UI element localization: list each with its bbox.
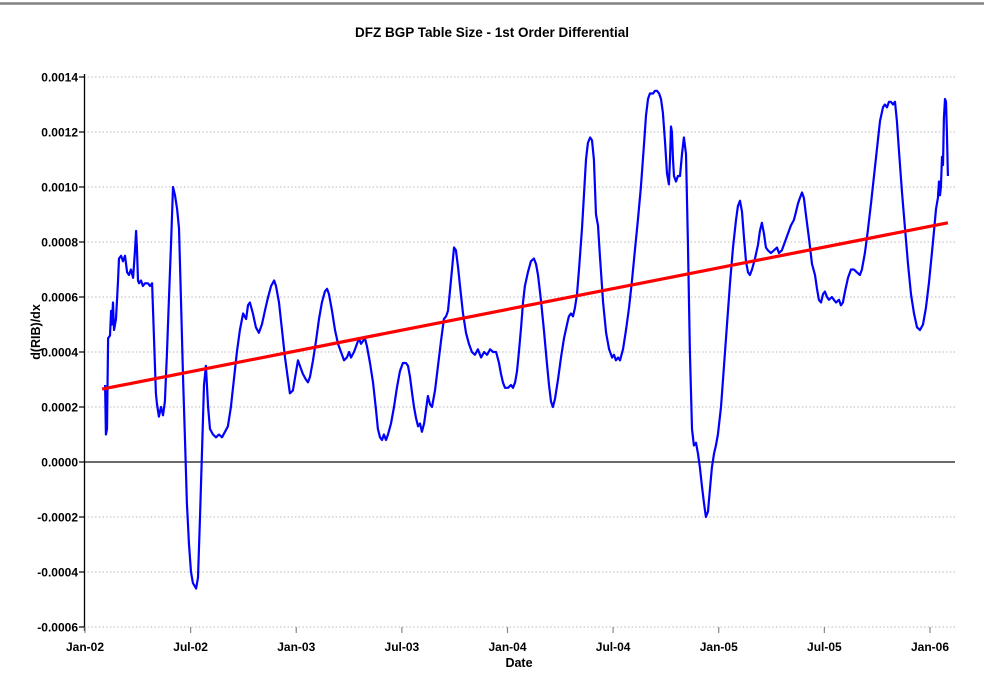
x-tick-label: Jan-03 [277, 640, 315, 654]
x-tick-label: Jul-02 [173, 640, 208, 654]
y-tick-label: 0.0002 [41, 401, 78, 415]
x-tick-label: Jan-05 [700, 640, 738, 654]
y-tick-label: 0.0014 [41, 71, 78, 85]
y-tick-label: -0.0006 [37, 621, 78, 635]
x-tick-label: Jan-06 [911, 640, 949, 654]
y-tick-label: 0.0006 [41, 291, 78, 305]
plot-area: 0.0014 0.0012 0.0010 0.0008 0.0006 0.0004 0.00… [37, 71, 955, 654]
x-tick-label: Jul-05 [807, 640, 842, 654]
y-tick-label: 0.0012 [41, 126, 78, 140]
x-tick-label: Jan-04 [488, 640, 526, 654]
y-tick-label: 0.0000 [41, 456, 78, 470]
x-tick-label: Jan-02 [66, 640, 104, 654]
y-axis-title: d(RIB)/dx [29, 304, 43, 360]
chart-title: DFZ BGP Table Size - 1st Order Different… [355, 25, 629, 40]
y-tick-label: 0.0008 [41, 236, 78, 250]
x-tick-label: Jul-03 [385, 640, 420, 654]
y-tick-label: 0.0004 [41, 346, 78, 360]
x-axis-title: Date [505, 656, 532, 670]
x-tick-label: Jul-04 [596, 640, 631, 654]
y-tick-label: -0.0002 [37, 511, 78, 525]
trend-line [101, 221, 949, 391]
data-series-line [104, 89, 949, 590]
y-tick-label: 0.0010 [41, 181, 78, 195]
y-tick-label: -0.0004 [37, 566, 78, 580]
